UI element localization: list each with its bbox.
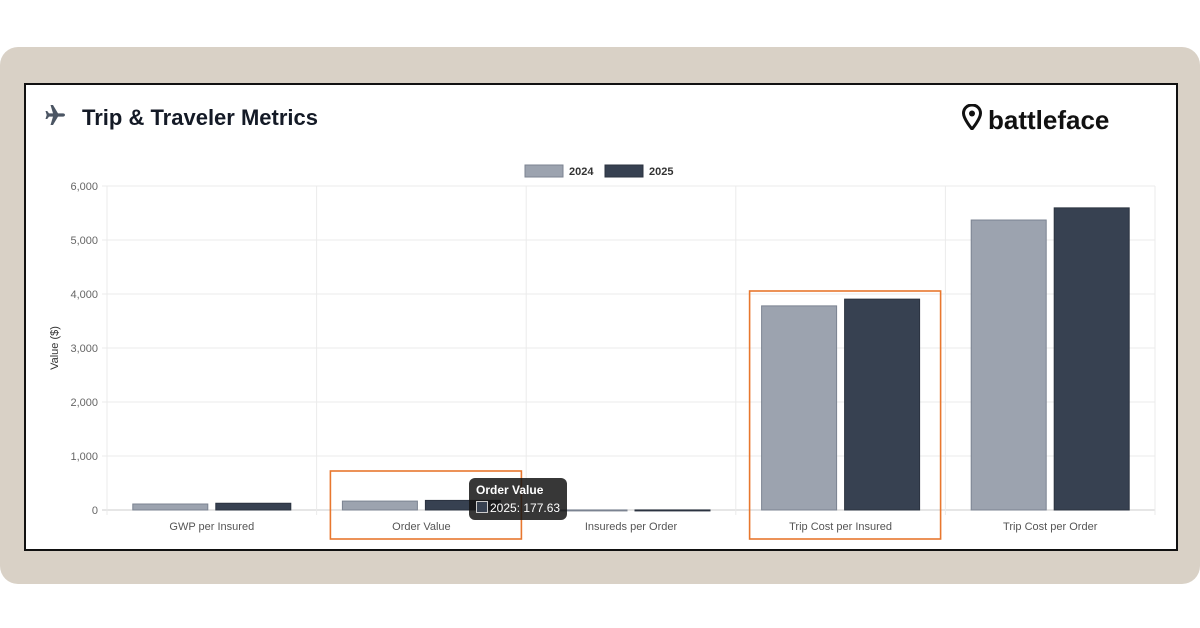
y-tick-label: 6,000 — [70, 181, 98, 193]
x-tick-label: Trip Cost per Insured — [789, 521, 892, 533]
x-tick-label: Insureds per Order — [585, 521, 678, 533]
bar-2025 — [844, 298, 921, 511]
y-axis-label: Value ($) — [49, 326, 61, 370]
x-tick-label: Trip Cost per Order — [1003, 521, 1098, 533]
bar-2025 — [215, 502, 292, 511]
map-pin-icon — [961, 103, 983, 137]
brand-name: battleface — [988, 105, 1110, 135]
y-tick-label: 4,000 — [70, 289, 98, 301]
chart-header: Trip & Traveler Metrics — [42, 103, 318, 133]
chart-tooltip: Order Value 2025: 177.63 — [469, 478, 568, 520]
y-tick-label: 3,000 — [70, 343, 98, 355]
x-tick-label: Order Value — [392, 521, 451, 533]
highlight-box — [748, 290, 942, 540]
tooltip-title: Order Value — [476, 483, 544, 497]
y-tick-label: 5,000 — [70, 235, 98, 247]
bar-2024 — [341, 500, 418, 511]
y-tick-label: 0 — [92, 505, 98, 517]
legend-label: 2024 — [569, 166, 594, 178]
legend-swatch-2024 — [524, 164, 564, 178]
y-tick-label: 1,000 — [70, 451, 98, 463]
bar-2025 — [634, 509, 711, 512]
brand-logo: battleface — [961, 103, 1110, 137]
bar-2024 — [132, 503, 209, 511]
page-title: Trip & Traveler Metrics — [82, 105, 318, 130]
legend-swatch-2025 — [604, 164, 644, 178]
x-tick-label: GWP per Insured — [169, 521, 254, 533]
tooltip-swatch — [476, 501, 488, 513]
bar-2024 — [761, 305, 838, 511]
y-tick-label: 2,000 — [70, 397, 98, 409]
bar-2024 — [970, 219, 1047, 511]
airplane-icon — [42, 103, 70, 133]
tooltip-value: 2025: 177.63 — [490, 501, 561, 515]
bar-2025 — [1053, 207, 1130, 511]
legend-label: 2025 — [649, 166, 673, 178]
